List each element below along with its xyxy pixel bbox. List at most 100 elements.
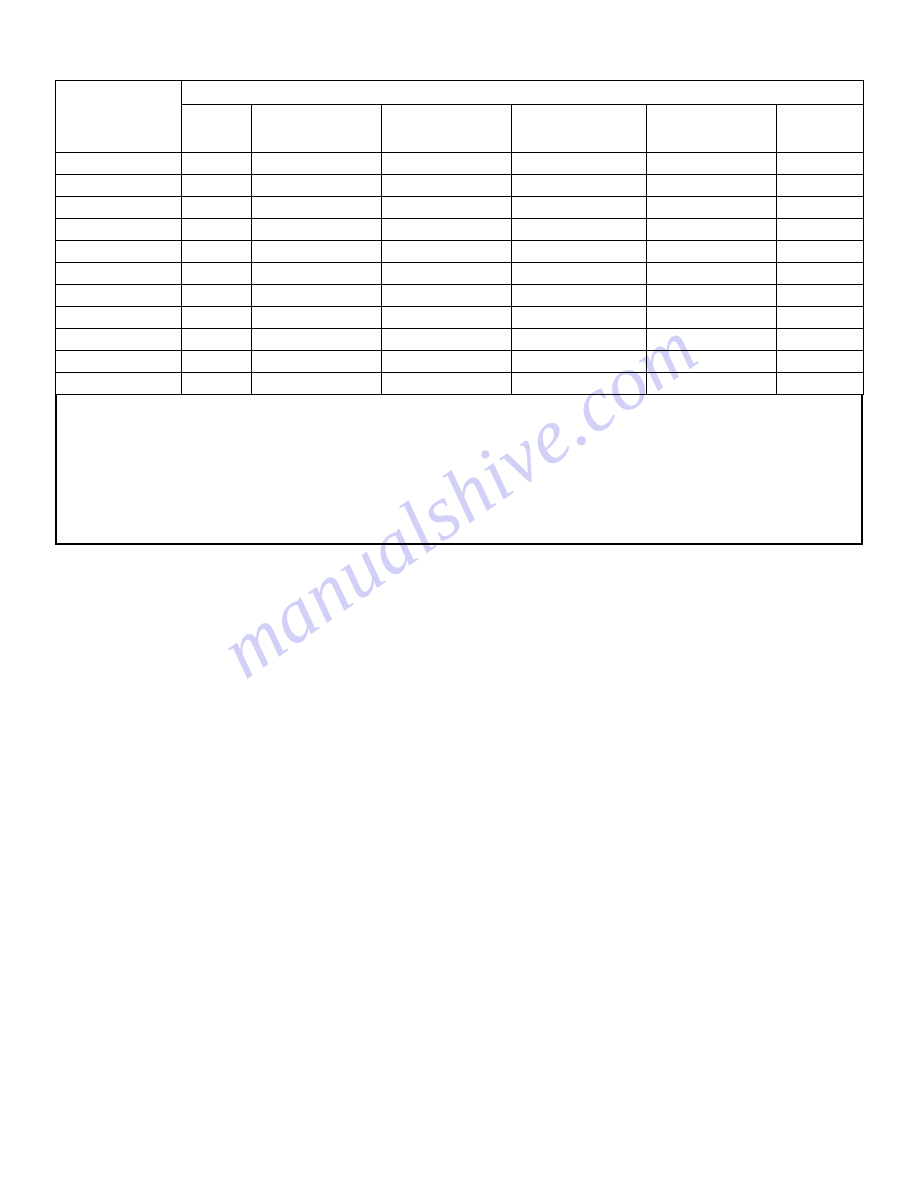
row-label [56, 285, 182, 307]
table-subheader [512, 105, 647, 153]
table-cell [382, 241, 512, 263]
table-row [56, 373, 864, 395]
table-body [56, 153, 864, 395]
table-row [56, 351, 864, 373]
table-row [56, 175, 864, 197]
table-cell [382, 197, 512, 219]
table-cell [777, 153, 864, 175]
row-label [56, 373, 182, 395]
table-cell [777, 197, 864, 219]
table-header-rowlabel [56, 81, 182, 153]
table-cell [777, 307, 864, 329]
row-label [56, 197, 182, 219]
table-row [56, 285, 864, 307]
table-cell [512, 219, 647, 241]
row-label [56, 153, 182, 175]
table-cell [382, 153, 512, 175]
table-cell [252, 241, 382, 263]
table-subheader [252, 105, 382, 153]
table-cell [182, 175, 252, 197]
table-cell [382, 307, 512, 329]
table-cell [512, 197, 647, 219]
table-cell [512, 285, 647, 307]
table-cell [382, 175, 512, 197]
row-label [56, 175, 182, 197]
table-cell [647, 219, 777, 241]
table-cell [512, 373, 647, 395]
table-row [56, 307, 864, 329]
table-cell [182, 351, 252, 373]
table-cell [252, 285, 382, 307]
table-row [56, 241, 864, 263]
table-cell [512, 307, 647, 329]
table-cell [647, 175, 777, 197]
table-cell [777, 219, 864, 241]
table-cell [182, 329, 252, 351]
table-cell [182, 219, 252, 241]
spec-table [55, 80, 864, 395]
table-cell [777, 263, 864, 285]
table-cell [182, 241, 252, 263]
table-cell [182, 197, 252, 219]
table-cell [647, 241, 777, 263]
notes-box [55, 395, 863, 545]
table-cell [647, 329, 777, 351]
table-cell [647, 373, 777, 395]
table-cell [182, 307, 252, 329]
table-cell [512, 263, 647, 285]
table-row [56, 219, 864, 241]
table-cell [252, 351, 382, 373]
table-cell [512, 153, 647, 175]
table-cell [252, 219, 382, 241]
table-cell [382, 285, 512, 307]
table-cell [182, 153, 252, 175]
table-cell [647, 263, 777, 285]
table-cell [647, 197, 777, 219]
table-cell [382, 263, 512, 285]
table-cell [512, 241, 647, 263]
table-cell [382, 329, 512, 351]
table-cell [382, 373, 512, 395]
table-subheader [777, 105, 864, 153]
table-cell [647, 351, 777, 373]
row-label [56, 241, 182, 263]
page-content [55, 80, 863, 545]
table-cell [512, 351, 647, 373]
table-cell [777, 285, 864, 307]
table-cell [777, 373, 864, 395]
row-label [56, 263, 182, 285]
table-subheader [382, 105, 512, 153]
table-cell [647, 285, 777, 307]
table-cell [252, 329, 382, 351]
table-row [56, 329, 864, 351]
table-subheader [182, 105, 252, 153]
table-cell [252, 153, 382, 175]
table-cell [512, 329, 647, 351]
row-label [56, 307, 182, 329]
table-header-group [182, 81, 864, 105]
table-cell [252, 307, 382, 329]
table-cell [382, 351, 512, 373]
table-cell [252, 175, 382, 197]
row-label [56, 351, 182, 373]
table-subheader [647, 105, 777, 153]
table-cell [777, 329, 864, 351]
row-label [56, 219, 182, 241]
table-cell [647, 307, 777, 329]
table-cell [777, 241, 864, 263]
table-row [56, 197, 864, 219]
table-cell [182, 373, 252, 395]
table-cell [252, 197, 382, 219]
row-label [56, 329, 182, 351]
table-cell [252, 263, 382, 285]
table-cell [647, 153, 777, 175]
table-row [56, 153, 864, 175]
table-cell [252, 373, 382, 395]
table-cell [182, 263, 252, 285]
table-cell [512, 175, 647, 197]
table-row [56, 263, 864, 285]
table-cell [182, 285, 252, 307]
table-cell [777, 351, 864, 373]
table-cell [382, 219, 512, 241]
table-cell [777, 175, 864, 197]
